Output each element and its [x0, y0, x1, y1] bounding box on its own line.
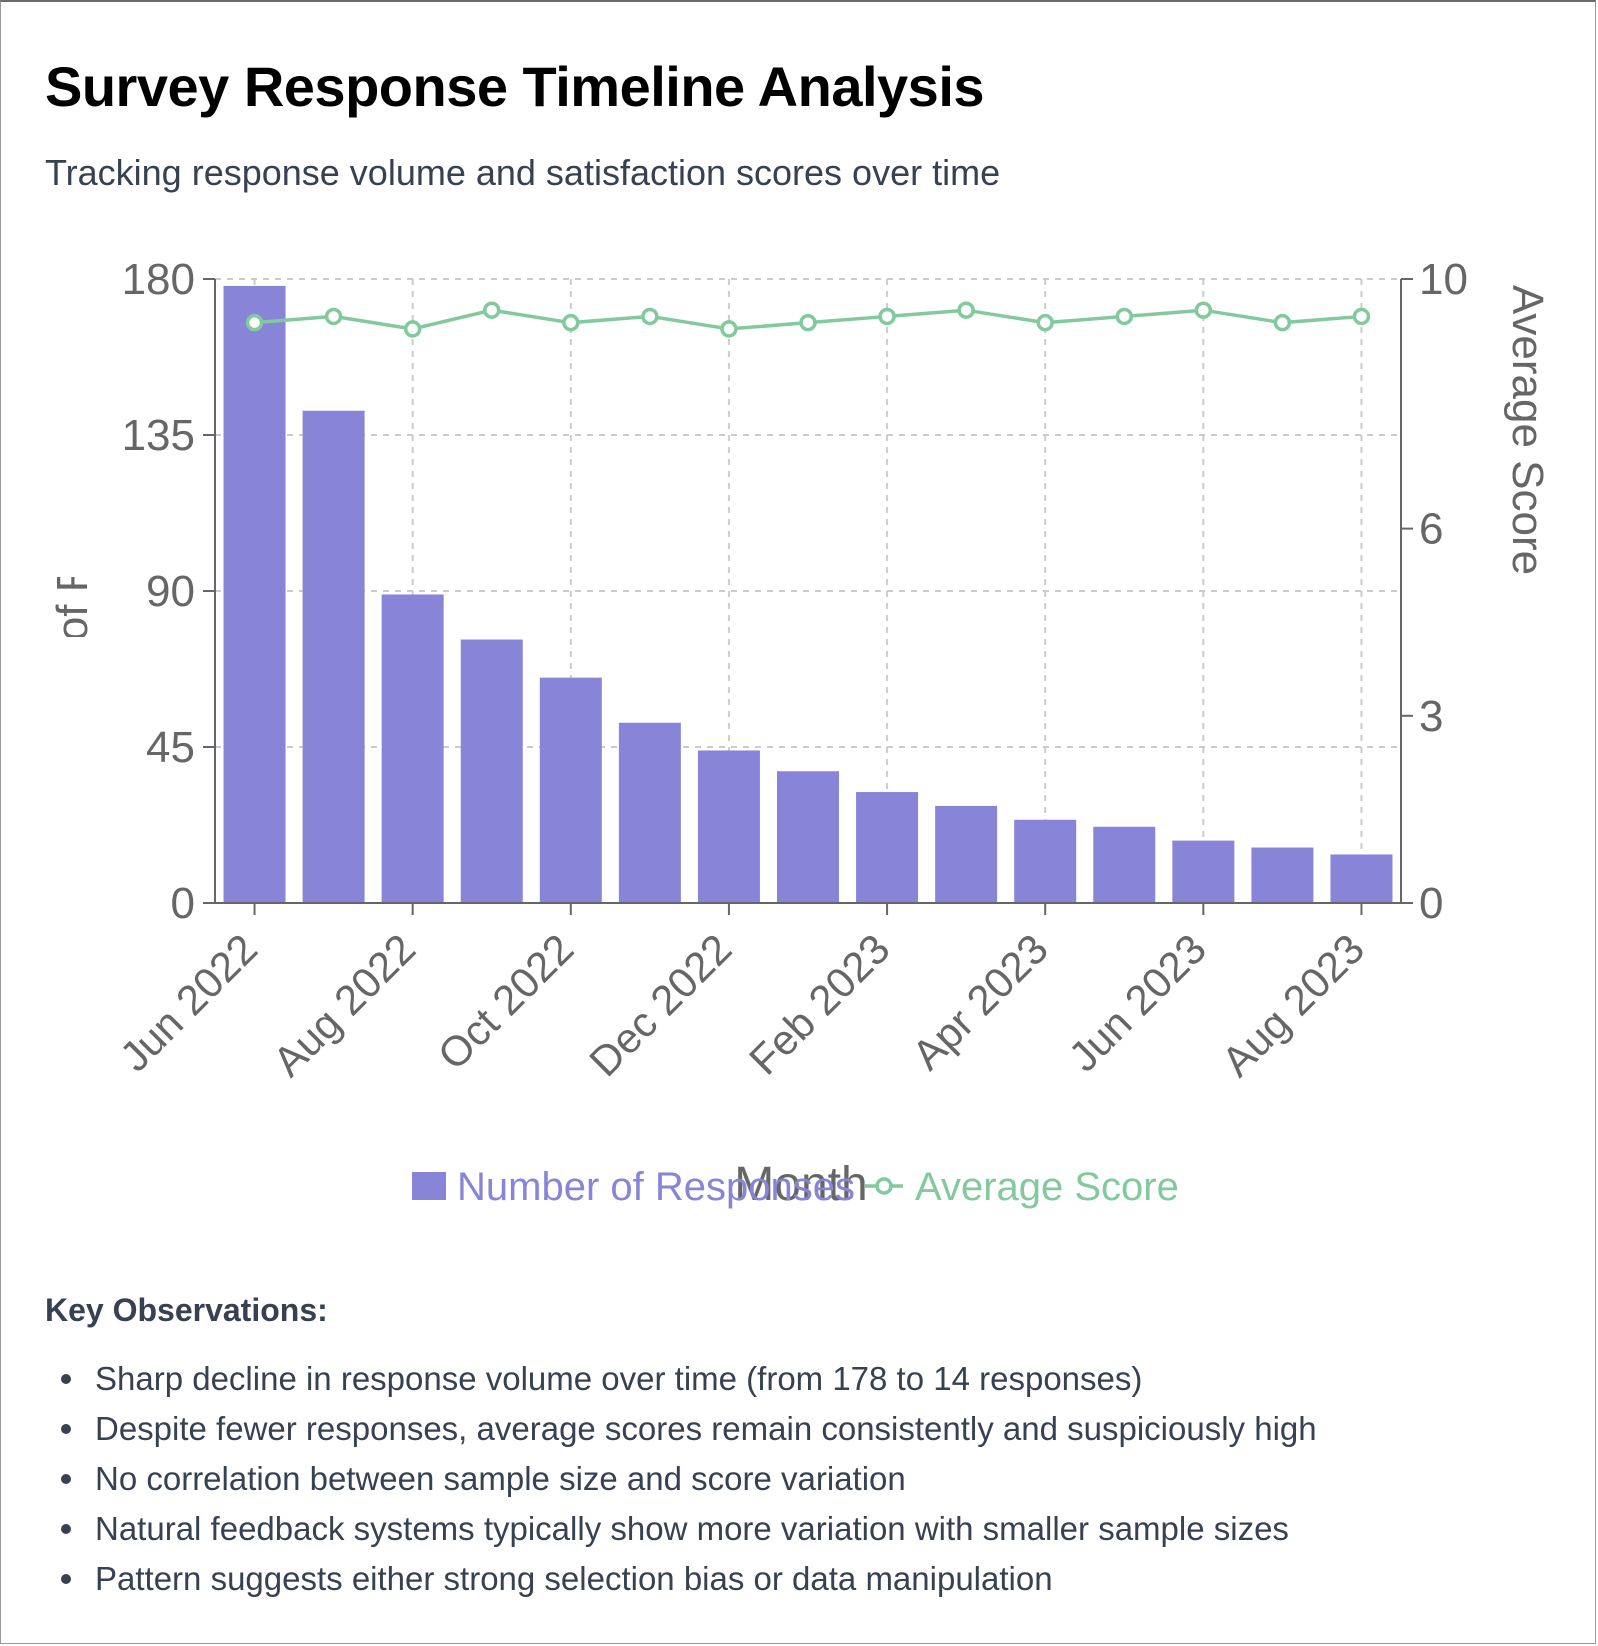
right-tick-label: 0: [1419, 879, 1443, 928]
list-item: Natural feedback systems typically show …: [45, 1504, 1545, 1554]
left-tick-label: 135: [122, 411, 195, 460]
page-title: Survey Response Timeline Analysis: [45, 55, 985, 118]
legend-label-responses: Number of Responses: [457, 1165, 855, 1209]
bar-mark: [935, 805, 998, 903]
legend-layer: Number of Responses Average Score: [412, 1165, 1179, 1209]
right-tick-label: 10: [1419, 255, 1468, 304]
score-point: [562, 313, 580, 332]
legend-bar-swatch-icon: [412, 1172, 446, 1200]
x-tick-label: Dec 2022: [580, 925, 740, 1085]
score-point: [799, 313, 817, 332]
list-item: Despite fewer responses, average scores …: [45, 1404, 1545, 1454]
legend-label-score: Average Score: [915, 1165, 1179, 1209]
bar-mark: [1330, 854, 1393, 903]
right-tick-label: 6: [1419, 505, 1443, 554]
page-subtitle: Tracking response volume and satisfactio…: [45, 152, 1001, 193]
line-layer: [245, 301, 1371, 338]
bar-mark: [1251, 847, 1314, 903]
left-axis-label: Number of Responses: [48, 372, 97, 810]
x-tick-label: Apr 2023: [903, 925, 1057, 1079]
bar-mark: [856, 792, 919, 903]
right-axis-label: Average Score: [1503, 285, 1552, 575]
bullet-icon: [61, 1474, 71, 1484]
bar-mark: [1172, 840, 1235, 903]
left-tick-label: 180: [122, 255, 195, 304]
list-item: No correlation between sample size and s…: [45, 1454, 1545, 1504]
observation-text: Despite fewer responses, average scores …: [95, 1410, 1317, 1447]
bullet-icon: [61, 1524, 71, 1534]
x-axis-label: Month: [734, 1158, 867, 1211]
bullet-icon: [61, 1424, 71, 1434]
observation-text: Pattern suggests either strong selection…: [95, 1560, 1053, 1597]
score-point: [1352, 307, 1371, 326]
bar-layer: [223, 285, 1393, 903]
score-point: [1273, 313, 1292, 332]
score-point: [482, 301, 501, 319]
observations-heading: Key Observations:: [45, 1292, 328, 1328]
x-tick-label: Jun 2023: [1060, 925, 1215, 1080]
x-tick-label: Oct 2022: [429, 925, 583, 1079]
bullet-icon: [61, 1574, 71, 1584]
score-point: [1115, 307, 1134, 326]
bar-mark: [1014, 819, 1077, 903]
x-tick-label: Feb 2023: [740, 925, 899, 1084]
observation-text: Sharp decline in response volume over ti…: [95, 1360, 1143, 1397]
bar-mark: [302, 410, 365, 903]
bar-mark: [223, 285, 286, 903]
score-point: [720, 320, 738, 338]
legend-point-swatch-icon: [875, 1177, 893, 1195]
list-item: Pattern suggests either strong selection…: [45, 1554, 1545, 1604]
x-tick-label: Jun 2022: [111, 925, 266, 1080]
score-point: [641, 307, 659, 326]
score-point: [957, 301, 975, 319]
right-tick-label: 3: [1419, 692, 1443, 741]
score-point: [1194, 301, 1213, 319]
bullet-icon: [61, 1374, 71, 1384]
bar-mark: [697, 750, 760, 903]
score-point: [1036, 313, 1054, 332]
score-point: [403, 320, 422, 338]
score-point: [324, 307, 343, 326]
left-tick-label: 45: [146, 723, 195, 772]
x-tick-label: Aug 2022: [264, 925, 424, 1085]
observation-text: No correlation between sample size and s…: [95, 1460, 906, 1497]
bar-mark: [777, 771, 839, 903]
x-tick-label: Aug 2023: [1213, 925, 1373, 1085]
bar-mark: [539, 677, 602, 903]
bar-mark: [381, 594, 444, 903]
bar-mark: [460, 639, 523, 903]
bar-mark: [1093, 826, 1156, 903]
observation-text: Natural feedback systems typically show …: [95, 1510, 1289, 1547]
left-tick-label: 90: [146, 567, 195, 616]
list-item: Sharp decline in response volume over ti…: [45, 1354, 1545, 1404]
score-point: [878, 307, 896, 326]
observations-list: Sharp decline in response volume over ti…: [45, 1354, 1545, 1604]
score-point: [245, 313, 264, 332]
bar-mark: [618, 722, 681, 903]
left-tick-label: 0: [171, 879, 195, 928]
